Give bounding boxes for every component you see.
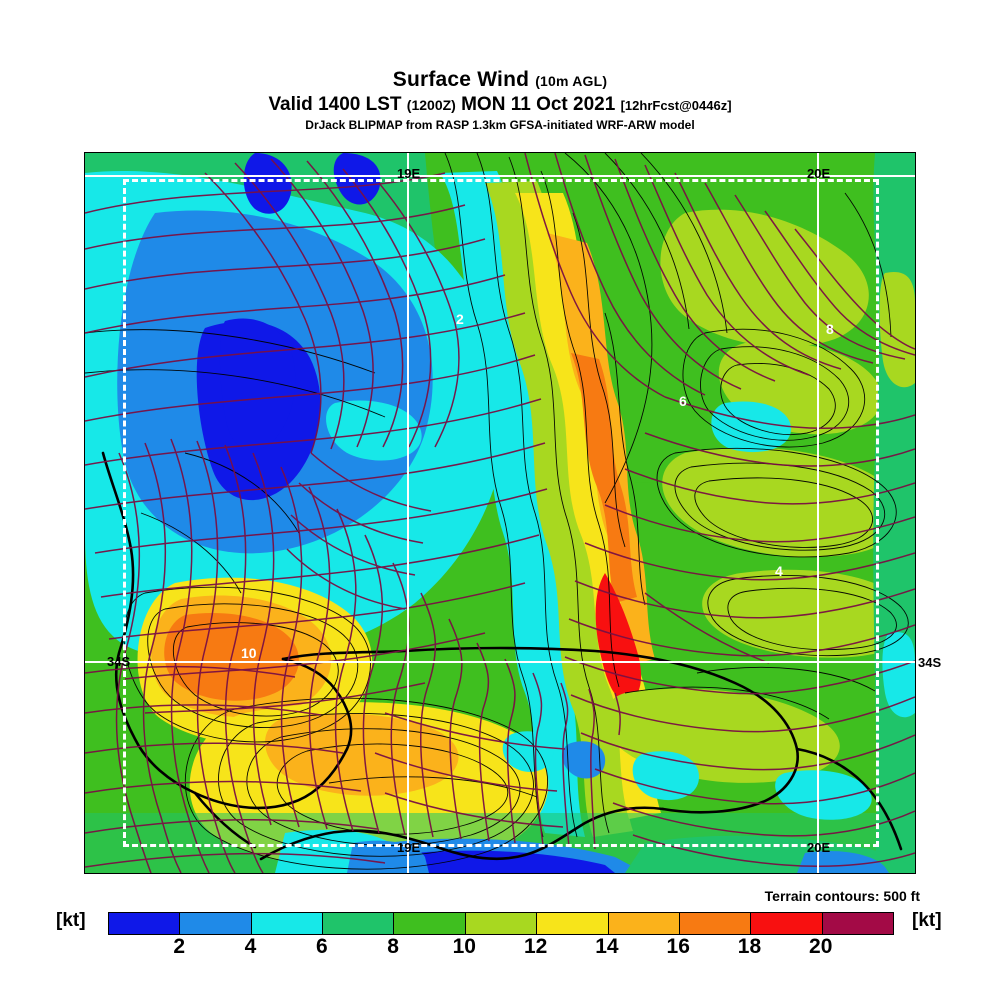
map-label-lon-19e-bottom: 19E (397, 840, 421, 855)
title-main: Surface Wind (392, 68, 530, 91)
page-title: Surface Wind (10m AGL) (0, 68, 1000, 93)
wind-value-label-2: 2 (456, 311, 464, 327)
gridline-lon-20e (817, 153, 819, 873)
colorbar[interactable]: [kt] [kt] 2 4 6 8 10 12 14 16 18 20 (0, 910, 1000, 972)
colorbar-tick-18: 18 (737, 935, 762, 958)
colorbar-tick-labels: 2 4 6 8 10 12 14 16 18 20 (108, 935, 892, 961)
valid-date: MON 11 Oct 2021 (461, 94, 616, 115)
colorbar-tick-6: 6 (315, 935, 328, 958)
title-block: Surface Wind (10m AGL) Valid 1400 LST (1… (0, 68, 1000, 133)
map-label-lat-34s-inner: 34S (107, 654, 131, 669)
colorbar-band-9[interactable] (751, 913, 823, 934)
gridline-lat-33s (85, 175, 915, 177)
weather-map[interactable]: 19E 20E 19E 20E 34S 2 8 6 4 10 (84, 152, 916, 874)
colorbar-tick-8: 8 (387, 935, 399, 958)
valid-time: Valid 1400 LST (268, 94, 402, 115)
colorbar-band-3[interactable] (323, 913, 395, 934)
colorbar-tick-12: 12 (523, 935, 548, 958)
map-label-lon-20e-bottom: 20E (807, 840, 831, 855)
forecast-tag: [12hrFcst@0446z] (620, 98, 732, 113)
gridline-lon-19e (407, 153, 409, 873)
colorbar-tick-20: 20 (809, 935, 833, 958)
colorbar-band-4[interactable] (394, 913, 466, 934)
colorbar-band-7[interactable] (608, 913, 680, 934)
colorbar-band-0[interactable] (109, 913, 181, 934)
colorbar-band-1[interactable] (180, 913, 252, 934)
colorbar-unit-left: [kt] (56, 910, 86, 931)
colorbar-band-2[interactable] (251, 913, 324, 934)
title-main-sub: (10m AGL) (535, 73, 608, 89)
map-label-lon-19e-top: 19E (397, 166, 421, 181)
colorbar-band-8[interactable] (679, 913, 752, 934)
colorbar-bands[interactable] (108, 912, 894, 935)
wind-value-label-4: 4 (775, 563, 783, 579)
edge-label-lat-34s-right: 34S (918, 655, 942, 670)
valid-time-utc: (1200Z) (406, 97, 456, 113)
colorbar-band-6[interactable] (537, 913, 609, 934)
colorbar-tick-10: 10 (452, 935, 476, 958)
map-label-lon-20e-top: 20E (807, 166, 831, 181)
title-source-line: DrJack BLIPMAP from RASP 1.3km GFSA-init… (305, 118, 695, 132)
wind-value-label-8: 8 (826, 321, 834, 337)
wind-value-label-10: 10 (241, 645, 257, 661)
colorbar-band-10[interactable] (822, 913, 893, 934)
colorbar-tick-16: 16 (666, 935, 690, 958)
colorbar-unit-right: [kt] (912, 910, 942, 931)
title-valid-line: Valid 1400 LST (1200Z) MON 11 Oct 2021 [… (0, 93, 1000, 117)
colorbar-tick-2: 2 (173, 935, 186, 958)
colorbar-tick-4: 4 (244, 935, 257, 958)
terrain-contour-note: Terrain contours: 500 ft (764, 888, 920, 904)
colorbar-band-5[interactable] (465, 913, 538, 934)
wind-value-label-6: 6 (679, 393, 687, 409)
model-domain-boundary (123, 179, 879, 847)
gridline-lat-34s (85, 661, 915, 663)
colorbar-tick-14: 14 (595, 935, 619, 958)
map-raster (85, 153, 915, 873)
